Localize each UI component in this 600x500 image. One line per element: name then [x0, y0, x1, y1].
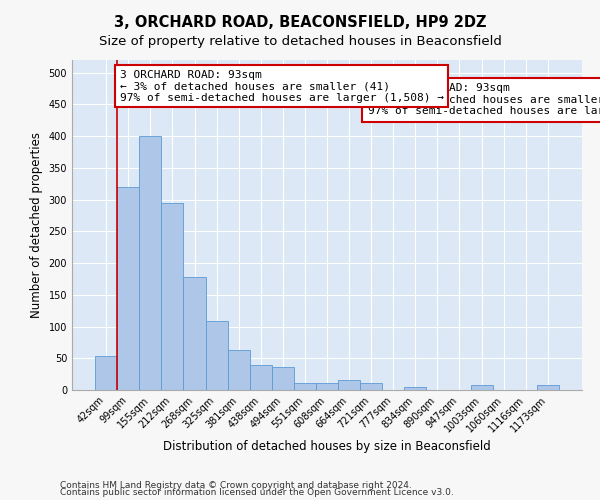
Bar: [117, 187, 139, 390]
Bar: [227, 350, 250, 390]
Bar: [272, 367, 294, 390]
Bar: [184, 277, 206, 390]
Y-axis label: Number of detached properties: Number of detached properties: [30, 132, 43, 318]
Bar: [360, 383, 382, 390]
Text: Contains public sector information licensed under the Open Government Licence v3: Contains public sector information licen…: [60, 488, 454, 497]
Text: Contains HM Land Registry data © Crown copyright and database right 2024.: Contains HM Land Registry data © Crown c…: [60, 480, 412, 490]
Bar: [294, 383, 316, 390]
Bar: [95, 356, 117, 390]
Text: 3, ORCHARD ROAD, BEACONSFIELD, HP9 2DZ: 3, ORCHARD ROAD, BEACONSFIELD, HP9 2DZ: [114, 15, 486, 30]
Text: 3 ORCHARD ROAD: 93sqm
← 3% of detached houses are smaller (41)
97% of semi-detac: 3 ORCHARD ROAD: 93sqm ← 3% of detached h…: [120, 70, 444, 102]
Bar: [316, 383, 338, 390]
Text: Size of property relative to detached houses in Beaconsfield: Size of property relative to detached ho…: [98, 35, 502, 48]
Bar: [470, 385, 493, 390]
Bar: [404, 387, 427, 390]
Bar: [537, 385, 559, 390]
Bar: [250, 364, 272, 390]
Bar: [338, 380, 360, 390]
Text: 3 ORCHARD ROAD: 93sqm
← 3% of detached houses are smaller (41)
97% of semi-detac: 3 ORCHARD ROAD: 93sqm ← 3% of detached h…: [368, 83, 600, 116]
X-axis label: Distribution of detached houses by size in Beaconsfield: Distribution of detached houses by size …: [163, 440, 491, 452]
Bar: [161, 203, 184, 390]
Bar: [206, 322, 227, 390]
Bar: [139, 136, 161, 390]
